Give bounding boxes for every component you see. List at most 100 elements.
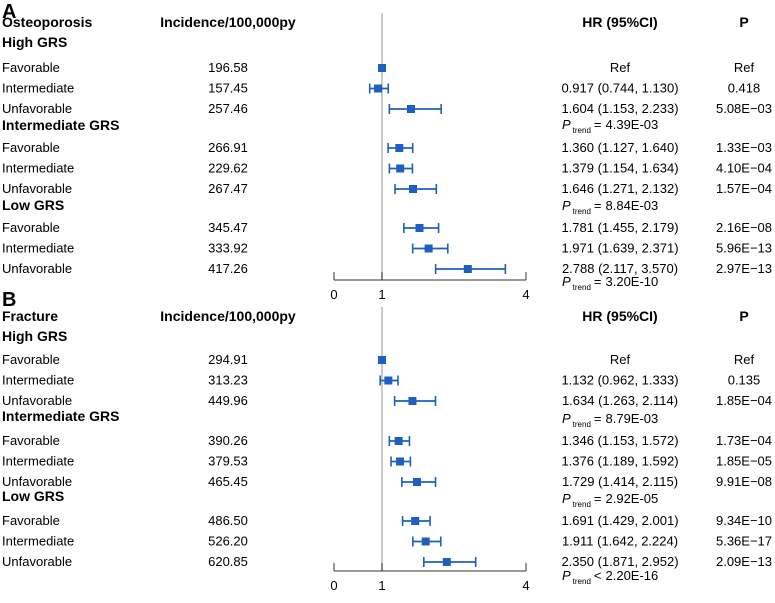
p-value: 2.16E−08	[716, 220, 772, 235]
x-axis-tick-label: 4	[522, 578, 529, 593]
incidence-value: 294.91	[208, 352, 248, 367]
row-label: Intermediate	[2, 373, 74, 388]
group-heading: High GRS	[2, 328, 67, 344]
incidence-value: 486.50	[208, 513, 248, 528]
p-trend-relation: =	[594, 411, 602, 426]
row-label: Favorable	[2, 513, 60, 528]
group-heading: Low GRS	[2, 488, 64, 504]
incidence-value: 157.45	[208, 81, 248, 96]
hr-ci-value: 1.379 (1.154, 1.634)	[561, 161, 678, 176]
row-label: Unfavorable	[2, 474, 72, 489]
row-label: Unfavorable	[2, 101, 72, 116]
group-heading: Intermediate GRS	[2, 117, 119, 133]
hr-ci-value: 1.634 (1.263, 2.114)	[562, 393, 678, 408]
row-label: Favorable	[2, 60, 60, 75]
p-trend-value: 2.92E-05	[606, 491, 659, 506]
x-axis-tick-label: 0	[330, 287, 337, 302]
hr-ci-value: 1.132 (0.962, 1.333)	[561, 373, 678, 388]
p-value: Ref	[734, 352, 755, 367]
hr-ci-value: 2.788 (2.117, 3.570)	[562, 261, 678, 276]
incidence-value: 465.45	[208, 474, 248, 489]
row-label: Unfavorable	[2, 181, 72, 196]
hr-ci-value: 1.346 (1.153, 1.572)	[561, 433, 678, 448]
p-column-header: P	[739, 308, 748, 324]
p-value: 5.08E−03	[716, 101, 772, 116]
hr-point-marker	[442, 558, 451, 566]
panel-title: Osteoporosis	[2, 14, 92, 30]
p-value: Ref	[734, 60, 755, 75]
p-trend-subscript: trend	[573, 577, 591, 586]
p-trend-relation: =	[594, 274, 602, 289]
p-trend-relation: =	[594, 117, 602, 132]
incidence-value: 267.47	[208, 181, 248, 196]
hr-point-marker	[463, 265, 472, 273]
incidence-column-header: Incidence/100,000py	[160, 14, 296, 30]
hr-point-marker	[409, 185, 418, 193]
p-value: 1.85E−05	[716, 454, 772, 469]
incidence-value: 257.46	[208, 101, 248, 116]
p-trend-subscript: trend	[573, 207, 591, 216]
row-label: Favorable	[2, 140, 60, 155]
hr-ci-value: Ref	[610, 60, 631, 75]
p-trend-value: 8.79E-03	[606, 411, 659, 426]
hr-point-marker	[406, 105, 415, 113]
p-trend-value: 4.39E-03	[606, 117, 659, 132]
hr-ci-value: 1.971 (1.639, 2.371)	[561, 241, 678, 256]
incidence-value: 620.85	[208, 554, 248, 569]
incidence-value: 196.58	[208, 60, 248, 75]
p-trend-value: 2.20E-16	[606, 568, 659, 583]
hr-point-marker	[424, 244, 433, 253]
p-column-header: P	[739, 14, 748, 30]
hr-ci-value: 2.350 (1.871, 2.952)	[561, 554, 678, 569]
row-label: Unfavorable	[2, 393, 72, 408]
hr-ci-value: 1.376 (1.189, 1.592)	[561, 454, 678, 469]
p-trend-symbol: P	[562, 117, 571, 132]
hr-ci-value: 1.781 (1.455, 2.179)	[561, 220, 678, 235]
group-heading: High GRS	[2, 34, 67, 50]
hr-ci-value: 1.604 (1.153, 2.233)	[561, 101, 678, 116]
p-value: 0.418	[728, 81, 761, 96]
hr-ci-value: 1.360 (1.127, 1.640)	[561, 140, 678, 155]
p-trend-symbol: P	[562, 411, 571, 426]
hr-column-header: HR (95%CI)	[582, 308, 657, 324]
hr-ci-value: 1.911 (1.642, 2.224)	[562, 534, 678, 549]
hr-point-marker	[384, 376, 393, 385]
hr-ci-value: 0.917 (0.744, 1.130)	[561, 81, 678, 96]
p-trend-relation: =	[594, 198, 602, 213]
p-value: 1.33E−03	[716, 140, 772, 155]
incidence-value: 333.92	[208, 241, 248, 256]
incidence-column-header: Incidence/100,000py	[160, 308, 296, 324]
p-trend-subscript: trend	[573, 420, 591, 429]
p-trend-value: 3.20E-10	[606, 274, 659, 289]
hr-ci-value: 1.729 (1.414, 2.115)	[562, 474, 678, 489]
hr-point-marker	[374, 84, 383, 93]
p-trend-symbol: P	[562, 198, 571, 213]
p-trend-symbol: P	[562, 568, 571, 583]
row-label: Intermediate	[2, 161, 74, 176]
incidence-value: 345.47	[208, 220, 248, 235]
p-trend-subscript: trend	[573, 283, 591, 292]
x-axis-tick-label: 4	[522, 287, 529, 302]
p-value: 0.135	[728, 373, 761, 388]
hr-ci-value: 1.691 (1.429, 2.001)	[561, 513, 678, 528]
hr-point-marker	[411, 517, 420, 525]
group-heading: Low GRS	[2, 197, 64, 213]
panel-title: Fracture	[2, 308, 58, 324]
p-value: 9.34E−10	[716, 513, 772, 528]
p-value: 9.91E−08	[716, 474, 772, 489]
row-label: Favorable	[2, 352, 60, 367]
hr-point-marker	[408, 397, 417, 405]
row-label: Favorable	[2, 220, 60, 235]
incidence-value: 417.26	[208, 261, 248, 276]
incidence-value: 313.23	[208, 373, 248, 388]
incidence-value: 526.20	[208, 534, 248, 549]
p-value: 2.97E−13	[716, 261, 772, 276]
p-value: 1.57E−04	[716, 181, 772, 196]
p-value: 5.96E−13	[716, 241, 772, 256]
p-value: 5.36E−17	[716, 534, 772, 549]
incidence-value: 229.62	[208, 161, 248, 176]
